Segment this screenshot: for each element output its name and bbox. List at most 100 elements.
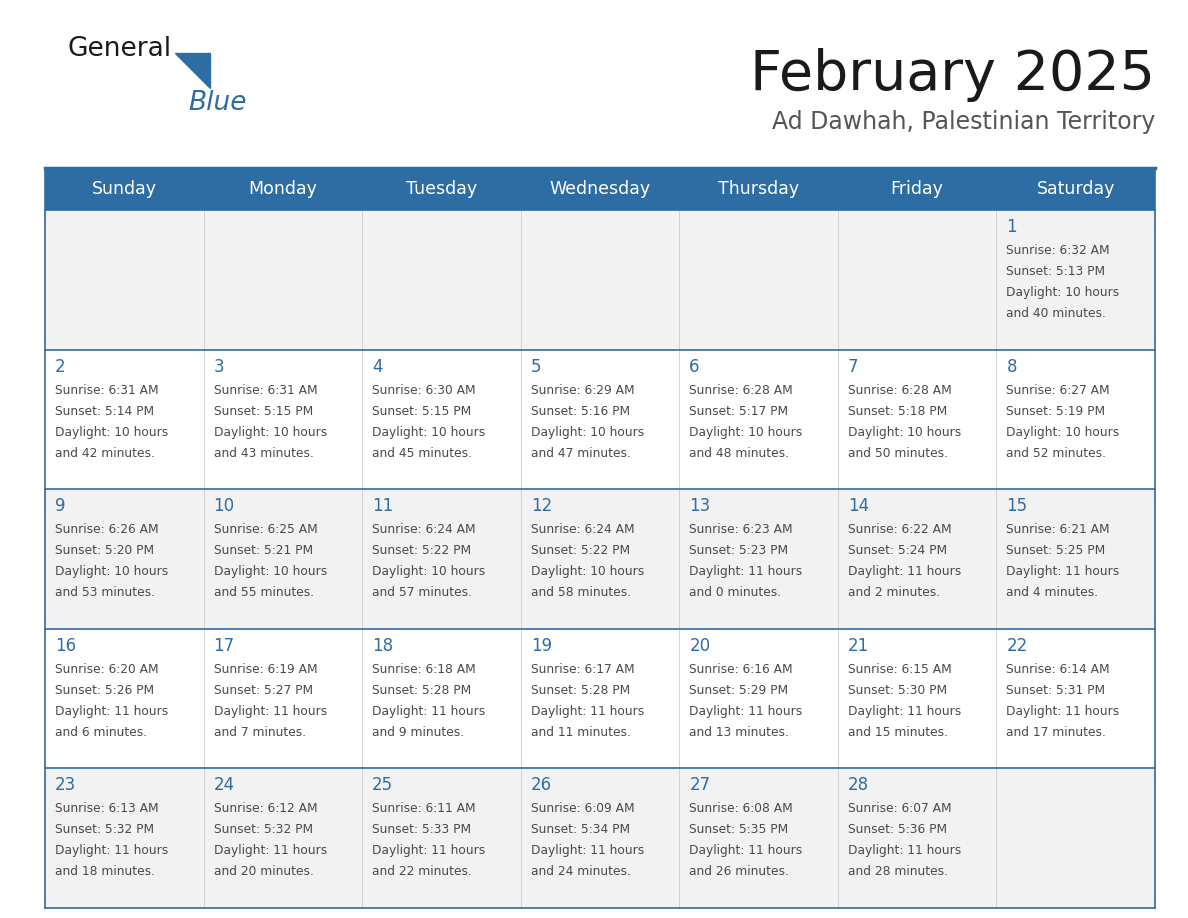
Text: and 15 minutes.: and 15 minutes. xyxy=(848,726,948,739)
Text: and 26 minutes.: and 26 minutes. xyxy=(689,866,789,879)
Text: Sunset: 5:17 PM: Sunset: 5:17 PM xyxy=(689,405,789,418)
Text: Sunrise: 6:08 AM: Sunrise: 6:08 AM xyxy=(689,802,794,815)
Text: and 22 minutes.: and 22 minutes. xyxy=(372,866,472,879)
Text: and 45 minutes.: and 45 minutes. xyxy=(372,446,472,460)
Text: Sunrise: 6:07 AM: Sunrise: 6:07 AM xyxy=(848,802,952,815)
Text: and 50 minutes.: and 50 minutes. xyxy=(848,446,948,460)
Text: Sunrise: 6:30 AM: Sunrise: 6:30 AM xyxy=(372,384,475,397)
Text: Sunrise: 6:12 AM: Sunrise: 6:12 AM xyxy=(214,802,317,815)
Text: February 2025: February 2025 xyxy=(750,48,1155,102)
Text: and 52 minutes.: and 52 minutes. xyxy=(1006,446,1106,460)
Text: 1: 1 xyxy=(1006,218,1017,236)
Bar xyxy=(45,350,1155,489)
Text: and 40 minutes.: and 40 minutes. xyxy=(1006,307,1106,320)
Text: Daylight: 10 hours: Daylight: 10 hours xyxy=(531,426,644,439)
Text: Saturday: Saturday xyxy=(1036,180,1114,198)
Bar xyxy=(45,210,1155,350)
Text: Sunset: 5:28 PM: Sunset: 5:28 PM xyxy=(372,684,472,697)
Text: Daylight: 11 hours: Daylight: 11 hours xyxy=(848,845,961,857)
Text: Sunset: 5:18 PM: Sunset: 5:18 PM xyxy=(848,405,947,418)
Text: Thursday: Thursday xyxy=(718,180,800,198)
Text: Sunrise: 6:17 AM: Sunrise: 6:17 AM xyxy=(531,663,634,676)
Text: Ad Dawhah, Palestinian Territory: Ad Dawhah, Palestinian Territory xyxy=(772,110,1155,134)
Text: Sunset: 5:13 PM: Sunset: 5:13 PM xyxy=(1006,265,1106,278)
Text: and 4 minutes.: and 4 minutes. xyxy=(1006,587,1099,599)
Text: Sunset: 5:24 PM: Sunset: 5:24 PM xyxy=(848,544,947,557)
Text: Sunset: 5:35 PM: Sunset: 5:35 PM xyxy=(689,823,789,836)
Text: 27: 27 xyxy=(689,777,710,794)
Text: 7: 7 xyxy=(848,358,859,375)
Text: Sunrise: 6:24 AM: Sunrise: 6:24 AM xyxy=(531,523,634,536)
Text: 20: 20 xyxy=(689,637,710,655)
Text: 28: 28 xyxy=(848,777,868,794)
Text: Sunrise: 6:13 AM: Sunrise: 6:13 AM xyxy=(55,802,159,815)
Text: Daylight: 11 hours: Daylight: 11 hours xyxy=(848,565,961,578)
Text: and 43 minutes.: and 43 minutes. xyxy=(214,446,314,460)
Text: Sunset: 5:34 PM: Sunset: 5:34 PM xyxy=(531,823,630,836)
Text: Sunset: 5:28 PM: Sunset: 5:28 PM xyxy=(531,684,630,697)
Text: Daylight: 11 hours: Daylight: 11 hours xyxy=(848,705,961,718)
Text: Sunrise: 6:14 AM: Sunrise: 6:14 AM xyxy=(1006,663,1110,676)
Text: Sunset: 5:14 PM: Sunset: 5:14 PM xyxy=(55,405,154,418)
Text: Sunset: 5:16 PM: Sunset: 5:16 PM xyxy=(531,405,630,418)
Text: Daylight: 10 hours: Daylight: 10 hours xyxy=(372,426,486,439)
Text: Sunset: 5:15 PM: Sunset: 5:15 PM xyxy=(214,405,312,418)
Text: and 28 minutes.: and 28 minutes. xyxy=(848,866,948,879)
Text: Sunset: 5:22 PM: Sunset: 5:22 PM xyxy=(372,544,472,557)
Text: Blue: Blue xyxy=(188,90,246,116)
Text: 4: 4 xyxy=(372,358,383,375)
Text: and 42 minutes.: and 42 minutes. xyxy=(55,446,154,460)
Text: Sunrise: 6:20 AM: Sunrise: 6:20 AM xyxy=(55,663,159,676)
Text: Sunset: 5:29 PM: Sunset: 5:29 PM xyxy=(689,684,789,697)
Text: Sunset: 5:25 PM: Sunset: 5:25 PM xyxy=(1006,544,1106,557)
Bar xyxy=(45,168,1155,210)
Polygon shape xyxy=(175,53,210,88)
Text: Daylight: 11 hours: Daylight: 11 hours xyxy=(531,845,644,857)
Text: 18: 18 xyxy=(372,637,393,655)
Text: Daylight: 11 hours: Daylight: 11 hours xyxy=(689,705,803,718)
Text: Daylight: 10 hours: Daylight: 10 hours xyxy=(55,565,169,578)
Text: and 2 minutes.: and 2 minutes. xyxy=(848,587,940,599)
Text: General: General xyxy=(68,36,172,62)
Text: 14: 14 xyxy=(848,498,868,515)
Text: Sunrise: 6:31 AM: Sunrise: 6:31 AM xyxy=(55,384,159,397)
Text: Sunrise: 6:22 AM: Sunrise: 6:22 AM xyxy=(848,523,952,536)
Text: Daylight: 11 hours: Daylight: 11 hours xyxy=(214,845,327,857)
Text: 12: 12 xyxy=(531,498,552,515)
Text: Sunset: 5:26 PM: Sunset: 5:26 PM xyxy=(55,684,154,697)
Text: Daylight: 10 hours: Daylight: 10 hours xyxy=(55,426,169,439)
Text: 25: 25 xyxy=(372,777,393,794)
Text: 13: 13 xyxy=(689,498,710,515)
Text: Sunrise: 6:28 AM: Sunrise: 6:28 AM xyxy=(848,384,952,397)
Text: Sunrise: 6:19 AM: Sunrise: 6:19 AM xyxy=(214,663,317,676)
Text: and 11 minutes.: and 11 minutes. xyxy=(531,726,631,739)
Text: Daylight: 10 hours: Daylight: 10 hours xyxy=(689,426,803,439)
Text: Daylight: 10 hours: Daylight: 10 hours xyxy=(848,426,961,439)
Text: Daylight: 11 hours: Daylight: 11 hours xyxy=(372,705,486,718)
Text: and 20 minutes.: and 20 minutes. xyxy=(214,866,314,879)
Text: and 58 minutes.: and 58 minutes. xyxy=(531,587,631,599)
Text: Sunset: 5:32 PM: Sunset: 5:32 PM xyxy=(214,823,312,836)
Text: Sunrise: 6:25 AM: Sunrise: 6:25 AM xyxy=(214,523,317,536)
Text: Sunrise: 6:21 AM: Sunrise: 6:21 AM xyxy=(1006,523,1110,536)
Text: 22: 22 xyxy=(1006,637,1028,655)
Text: and 0 minutes.: and 0 minutes. xyxy=(689,587,782,599)
Text: 19: 19 xyxy=(531,637,552,655)
Text: Sunrise: 6:18 AM: Sunrise: 6:18 AM xyxy=(372,663,476,676)
Text: and 18 minutes.: and 18 minutes. xyxy=(55,866,154,879)
Text: Daylight: 11 hours: Daylight: 11 hours xyxy=(689,845,803,857)
Text: Sunset: 5:21 PM: Sunset: 5:21 PM xyxy=(214,544,312,557)
Text: Friday: Friday xyxy=(891,180,943,198)
Text: Sunrise: 6:16 AM: Sunrise: 6:16 AM xyxy=(689,663,792,676)
Text: Daylight: 11 hours: Daylight: 11 hours xyxy=(372,845,486,857)
Text: Daylight: 10 hours: Daylight: 10 hours xyxy=(214,565,327,578)
Text: Sunday: Sunday xyxy=(91,180,157,198)
Text: Daylight: 11 hours: Daylight: 11 hours xyxy=(55,705,169,718)
Text: Sunset: 5:20 PM: Sunset: 5:20 PM xyxy=(55,544,154,557)
Text: Sunset: 5:22 PM: Sunset: 5:22 PM xyxy=(531,544,630,557)
Text: 23: 23 xyxy=(55,777,76,794)
Text: and 6 minutes.: and 6 minutes. xyxy=(55,726,147,739)
Text: Sunset: 5:19 PM: Sunset: 5:19 PM xyxy=(1006,405,1106,418)
Text: Daylight: 11 hours: Daylight: 11 hours xyxy=(689,565,803,578)
Text: 3: 3 xyxy=(214,358,225,375)
